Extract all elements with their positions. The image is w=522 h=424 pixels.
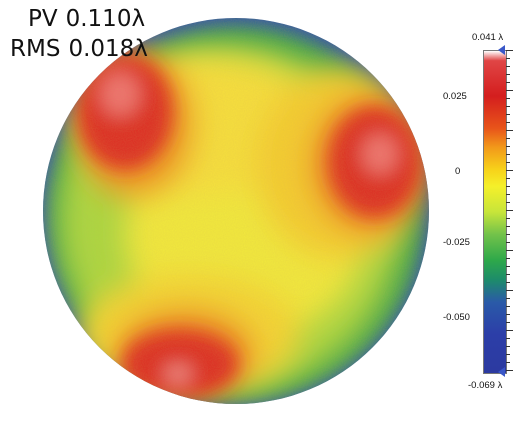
scale-minor-tick <box>506 226 510 227</box>
pv-value: 0.110λ <box>65 6 146 32</box>
scale-minor-tick <box>506 90 513 91</box>
scale-tick-label: -0.025 <box>443 237 470 248</box>
wavefront-stats: PV 0.110λ RMS 0.018λ <box>10 4 148 64</box>
scale-tick-label: 0.025 <box>443 91 467 102</box>
scale-minor-tick <box>506 50 513 51</box>
scale-minor-tick <box>506 330 513 331</box>
scale-tick-label: -0.050 <box>443 312 470 323</box>
scale-minor-tick <box>506 122 510 123</box>
scale-minor-tick <box>506 114 510 115</box>
pv-label: PV <box>28 6 58 32</box>
scale-minor-tick <box>506 242 510 243</box>
scale-minor-tick <box>506 194 510 195</box>
scale-minor-tick <box>506 266 510 267</box>
scale-minor-tick <box>506 82 510 83</box>
scale-minor-tick <box>506 106 510 107</box>
scale-minor-tick <box>506 178 510 179</box>
scale-minor-tick <box>506 58 510 59</box>
scale-minor-tick <box>506 210 513 211</box>
wavefront-map-svg <box>43 18 429 404</box>
rms-label: RMS <box>10 36 61 62</box>
scale-minor-tick <box>506 218 510 219</box>
scale-max-marker[interactable] <box>498 45 505 55</box>
scale-minor-tick <box>506 186 510 187</box>
scale-minor-tick <box>506 322 510 323</box>
scale-minor-tick <box>506 130 513 131</box>
scale-minor-tick <box>506 234 510 235</box>
scale-minor-tick <box>506 290 513 291</box>
rms-row: RMS 0.018λ <box>10 34 148 64</box>
scale-minor-tick <box>506 74 510 75</box>
scale-minor-tick <box>506 306 510 307</box>
scale-minor-tick <box>506 362 510 363</box>
scale-minor-tick <box>506 298 510 299</box>
scale-minor-tick <box>506 258 510 259</box>
color-scale-bar <box>483 50 507 374</box>
rms-value: 0.018λ <box>68 36 148 62</box>
wavefront-map <box>40 14 432 408</box>
scale-minor-tick <box>506 202 510 203</box>
scale-minor-tick <box>506 346 510 347</box>
scale-minor-tick <box>506 66 510 67</box>
scale-minor-tick <box>506 370 513 371</box>
scale-minor-tick <box>506 154 510 155</box>
scale-minor-tick <box>506 250 513 251</box>
scale-minor-tick <box>506 338 510 339</box>
scale-minor-tick <box>506 274 510 275</box>
scale-tick-label: 0 <box>455 166 461 177</box>
scale-minor-tick <box>506 162 510 163</box>
scale-min-label: -0.069 λ <box>468 380 503 391</box>
color-scale: 0.041 λ 0.025 0 -0.025 -0.050 -0.069 λ <box>440 28 522 398</box>
scale-min-marker[interactable] <box>498 367 505 377</box>
scale-minor-tick <box>506 98 510 99</box>
scale-minor-tick <box>506 282 510 283</box>
scale-minor-tick <box>506 146 510 147</box>
scale-minor-tick <box>506 354 510 355</box>
scale-minor-tick <box>506 138 510 139</box>
pv-row: PV 0.110λ <box>10 4 148 34</box>
scale-minor-tick <box>506 170 513 171</box>
scale-minor-tick <box>506 314 510 315</box>
scale-max-label: 0.041 λ <box>472 32 504 43</box>
